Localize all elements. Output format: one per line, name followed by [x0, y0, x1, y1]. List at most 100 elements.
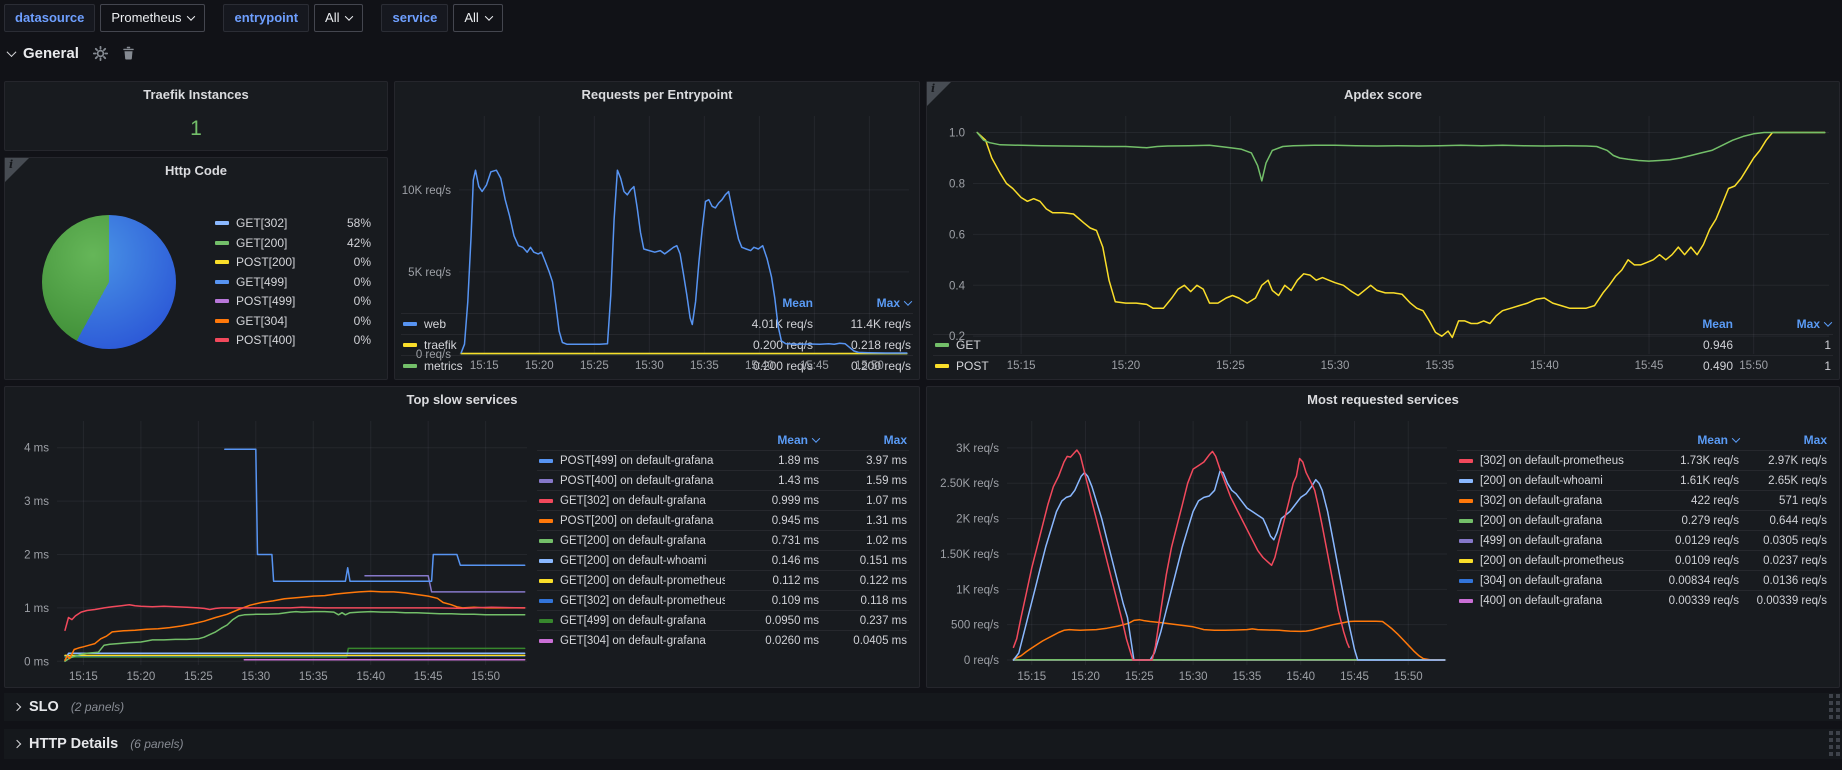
row-toggle-slo[interactable]: SLO — [12, 699, 59, 715]
row-panel-count: (6 panels) — [130, 737, 184, 751]
series-name: web — [424, 317, 447, 331]
series-mean-value: 4.01K req/s — [751, 317, 813, 331]
legend-item[interactable]: traefik 0.200 req/s 0.218 req/s — [401, 334, 913, 355]
legend-sort-mean[interactable]: Mean — [725, 433, 821, 447]
series-name: GET — [956, 338, 981, 352]
legend-item[interactable]: GET[200] on default-prometheus 0.112 ms 0.… — [537, 570, 909, 590]
legend-item[interactable]: [499] on default-grafana 0.0129 req/s 0.03… — [1457, 530, 1829, 550]
legend-sort-max[interactable]: Max — [1803, 432, 1827, 447]
legend-item[interactable]: POST[499] 0% — [213, 291, 371, 311]
series-name: [499] on default-grafana — [1480, 534, 1603, 547]
legend-item[interactable]: [200] on default-whoami 1.61K req/s 2.65K … — [1457, 470, 1829, 490]
row-settings-button[interactable] — [92, 45, 108, 61]
http-code-pie-chart[interactable] — [42, 214, 176, 349]
legend-item[interactable]: POST[400] 0% — [213, 330, 371, 350]
series-max-value: 0.0237 req/s — [1763, 554, 1827, 567]
variable-datasource: datasource Prometheus — [4, 4, 206, 32]
x-tick-label: 15:35 — [299, 671, 328, 683]
legend-item[interactable]: POST[200] on default-grafana 0.945 ms 1.31… — [537, 510, 909, 530]
chart-canvas[interactable]: 15:15 15:20 15:25 15:30 15:35 15:40 15:45 15:50… — [927, 108, 1839, 376]
datasource-label[interactable]: datasource — [4, 4, 96, 32]
legend-item[interactable]: web 4.01K req/s 11.4K req/s — [401, 313, 913, 334]
legend-sort-max[interactable]: Max — [813, 296, 913, 310]
series-color-swatch — [935, 343, 949, 347]
legend-item[interactable]: POST[200] 0% — [213, 252, 371, 272]
panel-info-icon[interactable]: i — [5, 158, 29, 182]
series-mean-value: 0.0950 ms — [765, 614, 819, 627]
legend-item[interactable]: [200] on default-prometheus 0.0109 req/s 0… — [1457, 550, 1829, 570]
panel-title[interactable]: Most requested services — [1307, 392, 1459, 407]
chart-canvas[interactable]: 15:15 15:20 15:25 15:30 15:35 15:40 15:45 15:50… — [927, 413, 1457, 687]
series-max-value: 2.97K req/s — [1768, 454, 1827, 467]
legend-sort-max[interactable]: Max — [883, 432, 907, 447]
series-color-swatch — [1459, 598, 1473, 603]
panel-title[interactable]: Requests per Entrypoint — [581, 87, 733, 102]
legend-item[interactable]: [304] on default-grafana 0.00834 req/s 0.0… — [1457, 570, 1829, 590]
x-tick-label: 15:35 — [1233, 671, 1262, 683]
x-tick-label: 15:40 — [1530, 360, 1559, 372]
series-name: [200] on default-prometheus — [1480, 554, 1624, 567]
legend-sort-mean[interactable]: Mean — [1702, 316, 1733, 331]
series-color-swatch — [1459, 578, 1473, 583]
service-select[interactable]: All — [453, 4, 503, 32]
series-max-value: 0.237 ms — [859, 614, 907, 627]
entrypoint-select[interactable]: All — [314, 4, 364, 32]
legend-item[interactable]: [400] on default-grafana 0.00339 req/s 0.0… — [1457, 590, 1829, 610]
y-tick-label: 0.6 — [949, 229, 965, 241]
legend-item[interactable]: metrics 0.200 req/s 0.200 req/s — [401, 355, 913, 376]
y-tick-label: 10K req/s — [402, 185, 451, 197]
legend-item[interactable]: GET[302] 58% — [213, 213, 371, 233]
row-drag-handle[interactable] — [1829, 694, 1841, 720]
x-tick-label: 15:45 — [1635, 360, 1664, 372]
series-mean-value: 0.200 req/s — [752, 359, 813, 373]
x-tick-label: 15:50 — [471, 671, 500, 683]
legend-item[interactable]: POST[499] on default-grafana 1.89 ms 3.97 … — [537, 450, 909, 470]
y-tick-label: 1 ms — [24, 603, 49, 615]
panel-title[interactable]: Http Code — [164, 163, 228, 178]
legend-item[interactable]: POST[400] on default-grafana 1.43 ms 1.59 … — [537, 470, 909, 490]
row-slo[interactable]: SLO (2 panels) — [4, 693, 1842, 721]
legend-item[interactable]: POST 0.490 1 — [933, 355, 1833, 376]
row-delete-button[interactable] — [122, 46, 135, 60]
panel-info-icon[interactable]: i — [927, 82, 951, 106]
legend-sort-mean[interactable]: Mean — [782, 295, 813, 310]
panel-title[interactable]: Traefik Instances — [143, 87, 249, 102]
panel-title[interactable]: Apdex score — [1343, 87, 1423, 102]
row-drag-handle[interactable] — [1829, 731, 1841, 757]
legend-sort-mean[interactable]: Mean — [1645, 433, 1741, 447]
row-toggle-general[interactable]: General — [6, 45, 79, 62]
series-name: GET[499] — [236, 274, 288, 289]
legend-sort-max[interactable]: Max — [1733, 317, 1833, 331]
legend-item[interactable]: GET[499] on default-grafana 0.0950 ms 0.23… — [537, 610, 909, 630]
legend-item[interactable]: GET[304] 0% — [213, 311, 371, 331]
y-tick-label: 0 req/s — [416, 349, 451, 361]
series-mean-value: 0.00339 req/s — [1668, 594, 1739, 607]
datasource-select[interactable]: Prometheus — [100, 4, 206, 32]
legend-item[interactable]: GET[302] on default-prometheus 0.109 ms 0.… — [537, 590, 909, 610]
series-name: GET[499] on default-grafana — [560, 614, 706, 627]
legend-item[interactable]: GET 0.946 1 — [933, 334, 1833, 355]
panel-title[interactable]: Top slow services — [406, 392, 518, 407]
chart-canvas[interactable]: 15:15 15:20 15:25 15:30 15:35 15:40 15:45 15:50… — [5, 413, 537, 687]
legend-item[interactable]: GET[499] 0% — [213, 272, 371, 292]
x-tick-label: 15:50 — [855, 360, 884, 372]
legend-item[interactable]: GET[200] on default-grafana 0.731 ms 1.02 … — [537, 530, 909, 550]
series-name: POST[499] on default-grafana — [560, 454, 714, 467]
series-mean-value: 422 req/s — [1691, 494, 1739, 507]
legend-item[interactable]: [200] on default-grafana 0.279 req/s 0.644… — [1457, 510, 1829, 530]
service-label[interactable]: service — [381, 4, 449, 32]
legend-item[interactable]: GET[302] on default-grafana 0.999 ms 1.07 … — [537, 490, 909, 510]
chart-canvas[interactable]: 15:15 15:20 15:25 15:30 15:35 15:40 15:45 15:50… — [395, 108, 919, 376]
legend-item[interactable]: [302] on default-prometheus 1.73K req/s 2.… — [1457, 450, 1829, 470]
series-mean-value: 0.945 ms — [771, 514, 819, 527]
row-http-details[interactable]: HTTP Details (6 panels) — [4, 729, 1842, 759]
legend-item[interactable]: GET[304] on default-grafana 0.0260 ms 0.04… — [537, 630, 909, 650]
legend-item[interactable]: GET[200] 42% — [213, 233, 371, 253]
legend-item[interactable]: GET[200] on default-whoami 0.146 ms 0.151 … — [537, 550, 909, 570]
legend-item[interactable]: [302] on default-grafana 422 req/s 571 req… — [1457, 490, 1829, 510]
row-toggle-http-details[interactable]: HTTP Details — [12, 736, 118, 752]
y-tick-label: 3 ms — [24, 496, 49, 508]
series-max-value: 2.65K req/s — [1768, 474, 1827, 487]
entrypoint-label[interactable]: entrypoint — [223, 4, 310, 32]
series-max-value: 571 req/s — [1779, 494, 1827, 507]
